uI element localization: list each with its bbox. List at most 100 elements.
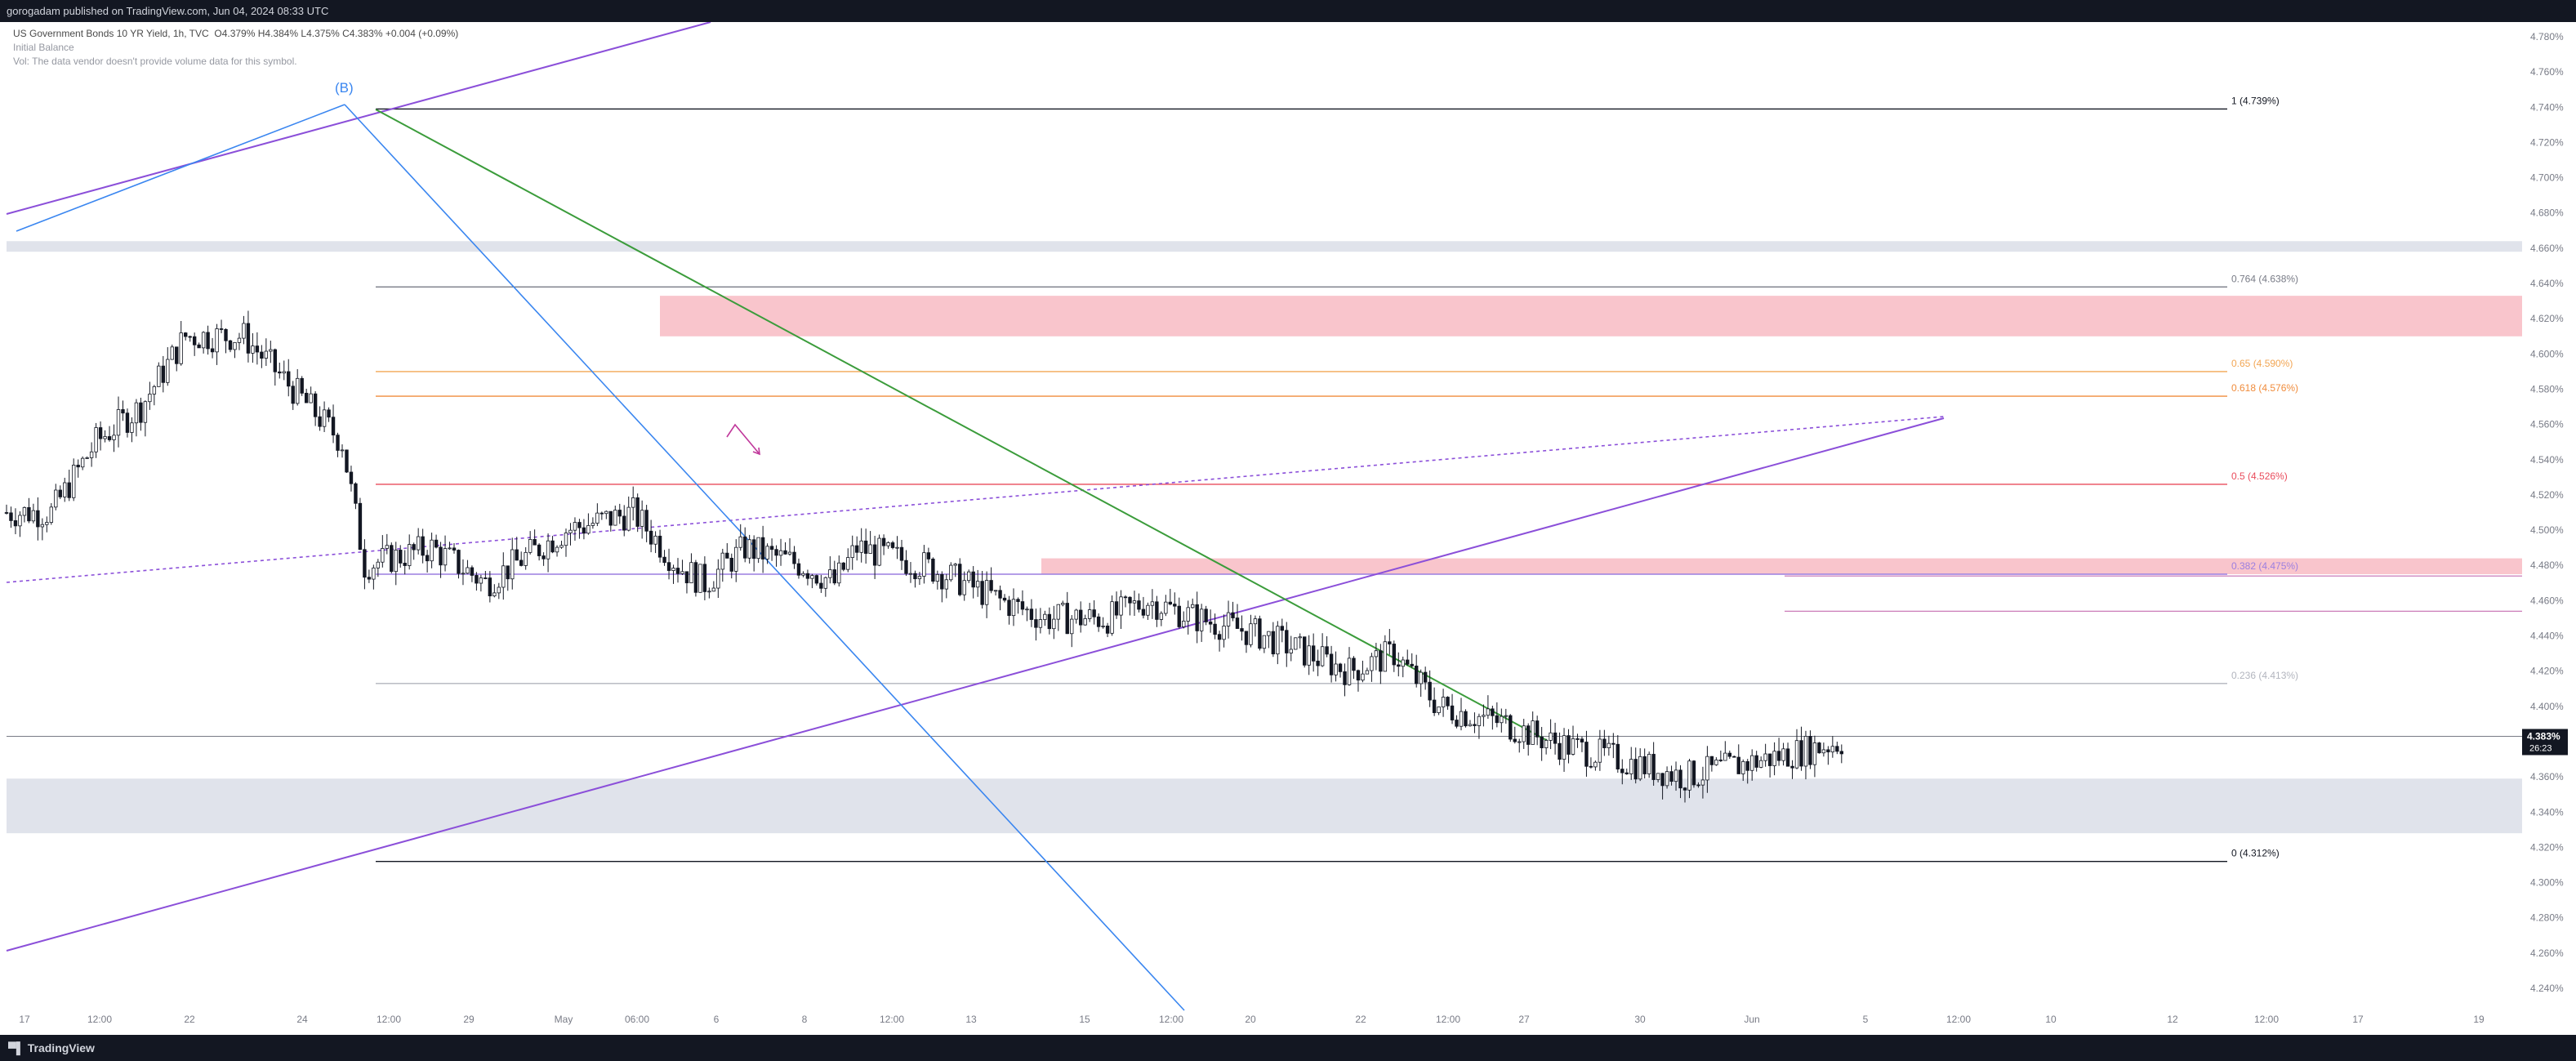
candle-body	[855, 545, 859, 553]
candle-body	[1303, 636, 1307, 666]
candle-body	[18, 515, 22, 527]
candle-body	[1271, 631, 1276, 655]
candle-body	[85, 457, 89, 459]
candle-body	[1491, 708, 1495, 716]
candle-body	[501, 565, 506, 588]
candle-body	[787, 551, 792, 555]
y-tick-label: 4.620%	[2530, 313, 2564, 324]
candle-body	[475, 575, 479, 584]
candle-body	[1343, 671, 1347, 685]
candle-body	[1334, 663, 1338, 675]
candle-body	[1812, 742, 1817, 765]
candle-body	[399, 550, 403, 564]
candle-body	[242, 323, 246, 339]
candle-body	[1633, 759, 1638, 780]
x-tick-label: 10	[2045, 1014, 2057, 1025]
candle-body	[98, 427, 103, 439]
candle-body	[152, 386, 157, 395]
candle-body	[1159, 613, 1164, 620]
candle-body	[1736, 756, 1740, 774]
candle-body	[452, 547, 457, 551]
candle-body	[568, 529, 573, 533]
candle-body	[1473, 724, 1477, 726]
candle-body	[1589, 765, 1593, 768]
fib-label-5: 0.382 (4.475%)	[2231, 560, 2298, 572]
arrow-head-icon	[752, 447, 760, 456]
candle-body	[519, 559, 524, 566]
x-tick-label: 13	[965, 1014, 977, 1025]
candle-body	[139, 402, 143, 423]
candle-body	[313, 393, 318, 417]
candle-body	[1226, 612, 1231, 626]
candle-body	[747, 539, 751, 559]
candle-body	[1105, 625, 1110, 634]
chart-legend: US Government Bonds 10 YR Yield, 1h, TVC…	[13, 27, 458, 69]
fib-label-0: 1 (4.739%)	[2231, 95, 2280, 106]
candle-body	[617, 510, 622, 517]
candle-body	[143, 401, 148, 423]
candle-body	[1164, 601, 1168, 614]
fib-label-1: 0.764 (4.638%)	[2231, 273, 2298, 284]
x-tick-label: 22	[184, 1014, 195, 1025]
candle-body	[403, 563, 407, 566]
candle-body	[1011, 599, 1016, 617]
candle-body	[484, 577, 488, 579]
candle-body	[1280, 626, 1284, 631]
candle-body	[984, 580, 989, 605]
candle-body	[439, 546, 443, 566]
price-axis-bg	[2522, 22, 2576, 1035]
candle-body	[1830, 746, 1835, 753]
candle-body	[1629, 759, 1633, 774]
candle-body	[1079, 609, 1083, 626]
x-tick-label: 12:00	[87, 1014, 112, 1025]
candle-body	[1056, 604, 1060, 620]
candle-body	[1441, 697, 1446, 707]
candle-body	[1249, 623, 1253, 645]
candle-body	[63, 482, 67, 497]
candle-body	[36, 510, 40, 528]
candle-body	[354, 483, 358, 504]
candle-body	[94, 427, 98, 452]
channel-lower-line	[6, 417, 1945, 952]
x-tick-label: 30	[1634, 1014, 1646, 1025]
candle-body	[1495, 715, 1500, 724]
candle-body	[1826, 749, 1830, 753]
candle-body	[783, 550, 787, 555]
candle-body	[1119, 596, 1123, 616]
candle-body	[1732, 756, 1736, 758]
candle-body	[595, 512, 599, 524]
candle-body	[510, 549, 515, 580]
candle-body	[1074, 609, 1078, 620]
y-tick-label: 4.500%	[2530, 524, 2564, 536]
candle-body	[725, 552, 729, 559]
candle-body	[327, 409, 331, 418]
supply-zone-lower	[1041, 558, 2522, 575]
candle-body	[1070, 618, 1074, 635]
candle-body	[971, 571, 975, 588]
candle-body	[1294, 637, 1298, 650]
candle-body	[1316, 660, 1320, 666]
candle-body	[1794, 740, 1799, 769]
candle-body	[1696, 784, 1700, 787]
candle-body	[72, 465, 76, 498]
legend-ohlc: O4.379% H4.384% L4.375% C4.383% +0.004 (…	[214, 28, 459, 39]
y-tick-label: 4.700%	[2530, 172, 2564, 184]
x-tick-label: 20	[1245, 1014, 1256, 1025]
x-tick-label: 17	[19, 1014, 30, 1025]
candle-body	[1410, 663, 1414, 666]
candle-body	[774, 549, 778, 556]
candle-body	[958, 564, 962, 595]
candle-body	[201, 332, 206, 349]
tradingview-logo[interactable]: ▀▌ TradingView	[8, 1041, 95, 1054]
candle-body	[657, 535, 662, 558]
candle-body	[1365, 670, 1370, 675]
candle-body	[1549, 732, 1553, 741]
candle-body	[1114, 601, 1119, 616]
price-chart[interactable]: 1 (4.739%) 0.764 (4.638%) 0.65 (4.590%) 0.6…	[0, 22, 2576, 1035]
candle-body	[769, 546, 774, 551]
candle-body	[9, 512, 13, 521]
candle-body	[1383, 641, 1388, 672]
candle-body	[1191, 604, 1195, 609]
supply-zone-upper	[660, 296, 2522, 337]
candle-body	[586, 525, 591, 534]
